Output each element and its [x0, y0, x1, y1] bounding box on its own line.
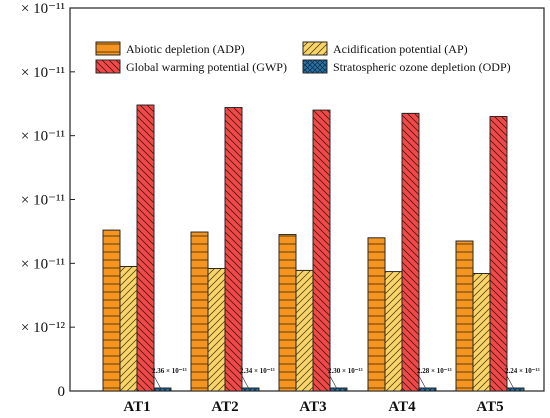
y-axis-ticks: 0 × 10⁻¹² × 10⁻¹¹ × 10⁻¹¹ × 10⁻¹¹ × 10⁻¹¹ × 10… [21, 1, 75, 400]
y-tick-label: 0 [58, 384, 66, 400]
bar-pattern-adp-at5 [455, 240, 474, 392]
legend-item-odp: Stratospheric ozone depletion (ODP) [302, 59, 511, 74]
bar-group-at4 [367, 112, 437, 392]
bar-pattern-adp-at4 [367, 237, 386, 392]
annotation-leader [241, 375, 249, 389]
legend-label-ap: Acidification potential (AP) [333, 42, 468, 56]
bar-pattern-gwp-at3 [312, 109, 331, 392]
bar-pattern-adp-at1 [102, 229, 121, 392]
x-tick-label-at4: AT4 [388, 399, 416, 415]
legend-item-adp: Abiotic depletion (ADP) [95, 41, 245, 56]
odp-value-annotation: 2.24 × 10⁻¹³ [505, 367, 540, 375]
legend-label-odp: Stratospheric ozone depletion (ODP) [333, 60, 511, 74]
y-tick-label: × 10⁻¹¹ [21, 129, 65, 145]
bar-pattern-odp-at4 [418, 387, 437, 392]
bar-pattern-gwp-at5 [489, 116, 508, 392]
odp-value-annotation: 2.30 × 10⁻¹³ [328, 367, 363, 375]
y-tick-label: × 10⁻¹¹ [21, 1, 65, 17]
bar-pattern-odp-at5 [506, 387, 525, 392]
bar-pattern-odp-at3 [329, 387, 348, 392]
bar-pattern-ap-at2 [207, 268, 226, 392]
odp-value-annotation: 2.34 × 10⁻¹³ [240, 367, 275, 375]
bar-pattern-ap-at5 [472, 273, 491, 392]
legend: Abiotic depletion (ADP) Acidification po… [95, 41, 511, 74]
bar-groups [102, 104, 525, 392]
x-tick-label-at3: AT3 [299, 399, 326, 415]
y-tick-label: × 10⁻¹² [21, 320, 66, 336]
bar-pattern-ap-at3 [295, 269, 314, 392]
bar-pattern-gwp-at4 [401, 112, 420, 392]
bar-group-at3 [278, 109, 348, 392]
annotation-leader [329, 375, 337, 389]
y-tick-label: × 10⁻¹¹ [21, 256, 65, 272]
value-annotations: 2.36 × 10⁻¹³ 2.34 × 10⁻¹³ 2.30 × 10⁻¹³ 2.28… [152, 367, 540, 389]
odp-value-annotation: 2.28 × 10⁻¹³ [417, 367, 452, 375]
x-tick-label-at5: AT5 [476, 399, 503, 415]
annotation-leader [506, 375, 514, 389]
x-tick-label-at1: AT1 [123, 399, 150, 415]
y-tick-label: × 10⁻¹¹ [21, 193, 65, 209]
bar-pattern-ap-at4 [384, 271, 403, 392]
annotation-leader [153, 375, 161, 389]
bar-pattern-gwp-at1 [136, 104, 155, 392]
y-tick-label: × 10⁻¹¹ [21, 65, 65, 81]
annotation-leader [418, 375, 426, 389]
bar-pattern-odp-at1 [153, 387, 172, 392]
bar-group-at2 [190, 107, 260, 392]
bar-group-at1 [102, 104, 172, 392]
x-axis-labels: AT1 AT2 AT3 AT4 AT5 [123, 399, 503, 415]
odp-value-annotation: 2.36 × 10⁻¹³ [152, 367, 187, 375]
legend-label-gwp: Global warming potential (GWP) [126, 60, 287, 74]
bar-group-at5 [455, 116, 525, 392]
x-tick-label-at2: AT2 [211, 399, 238, 415]
legend-label-adp: Abiotic depletion (ADP) [126, 42, 245, 56]
bar-pattern-gwp-at2 [224, 107, 243, 392]
bar-pattern-adp-at2 [190, 231, 209, 392]
bar-pattern-odp-at2 [241, 387, 260, 392]
bar-pattern-ap-at1 [119, 266, 138, 392]
bar-pattern-adp-at3 [278, 234, 297, 392]
legend-item-ap: Acidification potential (AP) [302, 41, 468, 56]
legend-item-gwp: Global warming potential (GWP) [95, 59, 287, 74]
